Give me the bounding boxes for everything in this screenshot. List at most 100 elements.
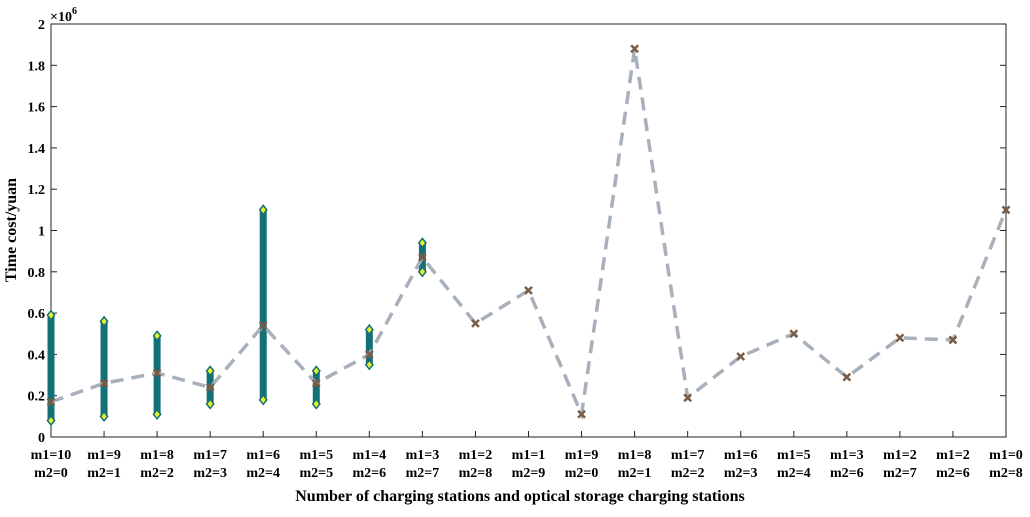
x-tick-label-line2: m2=2 xyxy=(140,466,174,481)
x-tick-label-line1: m1=9 xyxy=(87,448,121,463)
x-tick-label-line2: m2=4 xyxy=(777,466,811,481)
data-point-stroke xyxy=(258,321,268,330)
x-tick-label-line1: m1=3 xyxy=(830,448,864,463)
x-tick-label-line2: m2=2 xyxy=(671,466,705,481)
y-tick-label: 1.6 xyxy=(28,101,46,116)
range-end-marker xyxy=(364,323,374,336)
data-point-stroke xyxy=(418,252,427,262)
data-point xyxy=(258,321,268,330)
x-tick-label-line2: m2=6 xyxy=(830,466,864,481)
x-tick-label-line1: m1=2 xyxy=(459,448,493,463)
x-tick-label-line1: m1=7 xyxy=(193,448,227,463)
data-point-stroke xyxy=(152,368,162,378)
series-line xyxy=(50,48,1008,421)
data-point-stroke xyxy=(471,319,480,328)
data-point-stroke xyxy=(524,286,533,295)
range-end-marker xyxy=(364,359,374,371)
y-multiplier-exponent: 6 xyxy=(72,6,77,17)
x-tick-label-line1: m1=3 xyxy=(406,448,440,463)
range-end-marker xyxy=(258,394,268,406)
axes-layer: 0 0.2 0.4 0.6 0.8 1 1.2 1.4 1.6 1.8 2 m1=10 m2=0 m1=9… xyxy=(28,18,1023,481)
data-point xyxy=(205,383,215,392)
range-end-marker xyxy=(205,398,215,410)
data-point xyxy=(152,368,162,378)
y-axis-title: Time cost/yuan xyxy=(3,178,20,282)
data-point xyxy=(736,352,746,361)
y-multiplier-base: ×10 xyxy=(50,10,72,25)
data-point-stroke xyxy=(736,352,746,361)
x-tick-label-line2: m2=0 xyxy=(34,466,68,481)
data-point xyxy=(789,329,799,339)
range-end-marker xyxy=(46,309,56,321)
x-tick-label-line1: m1=0 xyxy=(989,448,1023,463)
x-tick-label-line2: m2=1 xyxy=(618,466,652,481)
data-point xyxy=(895,333,905,343)
data-point xyxy=(1001,205,1011,215)
y-tick-label: 1.8 xyxy=(28,59,46,74)
x-tick-label-line1: m1=4 xyxy=(353,448,387,463)
x-tick-label-line2: m2=6 xyxy=(353,466,387,481)
x-tick-label-line1: m1=6 xyxy=(724,448,758,463)
data-point-stroke xyxy=(311,378,321,388)
data-point xyxy=(577,409,586,419)
x-tick-label-line1: m1=2 xyxy=(883,448,917,463)
data-point xyxy=(46,397,56,407)
x-tick-label-line2: m2=5 xyxy=(299,466,333,481)
data-point-stroke xyxy=(364,350,374,359)
x-tick-label-line2: m2=8 xyxy=(989,466,1023,481)
x-tick-label-line2: m2=6 xyxy=(936,466,970,481)
y-tick-label: 0.4 xyxy=(28,348,46,363)
labels-layer: Time cost/yuan Number of charging statio… xyxy=(3,6,745,505)
x-axis-title: Number of charging stations and optical … xyxy=(295,488,745,505)
x-tick-label-line1: m1=2 xyxy=(936,448,970,463)
series-markers-layer xyxy=(46,44,1011,419)
data-point-stroke xyxy=(683,393,693,403)
x-tick-label-line2: m2=4 xyxy=(246,466,280,481)
x-tick-label-line2: m2=8 xyxy=(459,466,493,481)
range-end-marker xyxy=(99,315,109,328)
data-point-stroke xyxy=(205,383,215,392)
y-tick-label: 0 xyxy=(38,431,45,446)
x-tick-label-line1: m1=9 xyxy=(565,448,599,463)
data-point-stroke xyxy=(789,329,799,339)
y-tick-label: 1.4 xyxy=(28,142,46,157)
y-tick-label: 0.8 xyxy=(28,266,46,281)
y-tick-label: 2 xyxy=(38,18,45,33)
y-tick-label: 0.6 xyxy=(28,307,46,322)
x-tick-label-line2: m2=3 xyxy=(724,466,758,481)
series-line-layer xyxy=(50,48,1008,421)
x-tick-label-line2: m2=1 xyxy=(87,466,121,481)
range-end-marker xyxy=(152,408,162,420)
x-tick-label-line1: m1=5 xyxy=(299,448,333,463)
data-point-stroke xyxy=(1001,205,1011,215)
data-point-stroke xyxy=(842,372,852,382)
x-tick-label-line1: m1=8 xyxy=(140,448,174,463)
x-tick-label-line2: m2=9 xyxy=(512,466,546,481)
x-tick-label-line1: m1=1 xyxy=(512,448,546,463)
data-point xyxy=(418,252,427,262)
range-end-marker xyxy=(99,410,109,423)
range-end-marker xyxy=(311,365,321,377)
data-point xyxy=(311,378,321,388)
data-point xyxy=(99,378,109,388)
data-point xyxy=(364,350,374,359)
x-tick-label-line1: m1=5 xyxy=(777,448,811,463)
x-tick-label-line2: m2=7 xyxy=(406,466,440,481)
range-end-marker xyxy=(311,398,321,410)
x-tick-label-line1: m1=10 xyxy=(31,448,72,463)
x-tick-label-line1: m1=6 xyxy=(246,448,280,463)
x-tick-label-line2: m2=7 xyxy=(883,466,917,481)
range-end-marker xyxy=(46,414,56,427)
data-point-stroke xyxy=(46,397,56,407)
data-point xyxy=(524,286,533,295)
y-tick-label: 1.2 xyxy=(28,183,46,198)
data-point xyxy=(683,393,693,403)
x-tick-label-line1: m1=8 xyxy=(618,448,652,463)
range-end-marker xyxy=(417,237,427,249)
range-bars-layer xyxy=(46,204,427,427)
data-point xyxy=(630,44,639,54)
range-end-marker xyxy=(205,365,215,377)
data-point xyxy=(948,335,958,345)
